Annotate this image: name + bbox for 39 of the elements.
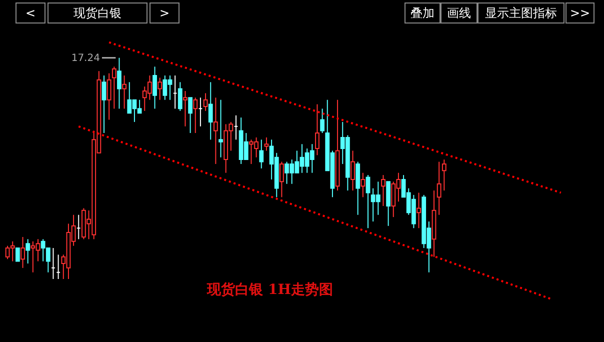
candlestick: [15, 248, 20, 262]
candlestick: [102, 75, 106, 134]
candlestick: [188, 97, 193, 134]
candlestick: [203, 92, 208, 112]
candlestick: [320, 108, 325, 134]
candlestick: [178, 82, 182, 112]
candlestick: [117, 57, 122, 110]
annotation: 17.24: [71, 52, 100, 64]
candlestick: [381, 174, 386, 207]
candlestick: [158, 77, 162, 100]
candlestick: [259, 139, 264, 169]
candlestick: [442, 159, 446, 192]
candlestick: [20, 236, 25, 268]
candlestick: [416, 192, 421, 229]
candlestick: [152, 66, 157, 110]
candlestick: [208, 82, 213, 140]
candlestick: [112, 66, 116, 110]
candlestick: [279, 161, 284, 198]
text: 画线: [447, 6, 471, 20]
candlestick: [218, 99, 223, 158]
candlestick: [360, 172, 366, 198]
chart-title: 现货白银: [74, 6, 122, 20]
candlestick: [315, 104, 320, 156]
text: 显示主图指标: [485, 6, 557, 20]
text: >: [159, 6, 170, 20]
candlestick: [264, 136, 269, 152]
candlestick: [213, 97, 218, 164]
text: >>: [570, 6, 590, 20]
candlestick: [26, 238, 30, 264]
candlestick: [350, 150, 355, 192]
candlestick: [436, 161, 442, 216]
text: 现货白银 1H走势图: [206, 282, 333, 298]
candlestick: [106, 72, 112, 120]
text: <: [25, 6, 36, 20]
candlestick: [183, 90, 188, 127]
candlestick: [366, 174, 370, 229]
text: 叠加: [410, 6, 434, 20]
candlestick: [193, 97, 198, 134]
candlestick: [122, 75, 127, 110]
